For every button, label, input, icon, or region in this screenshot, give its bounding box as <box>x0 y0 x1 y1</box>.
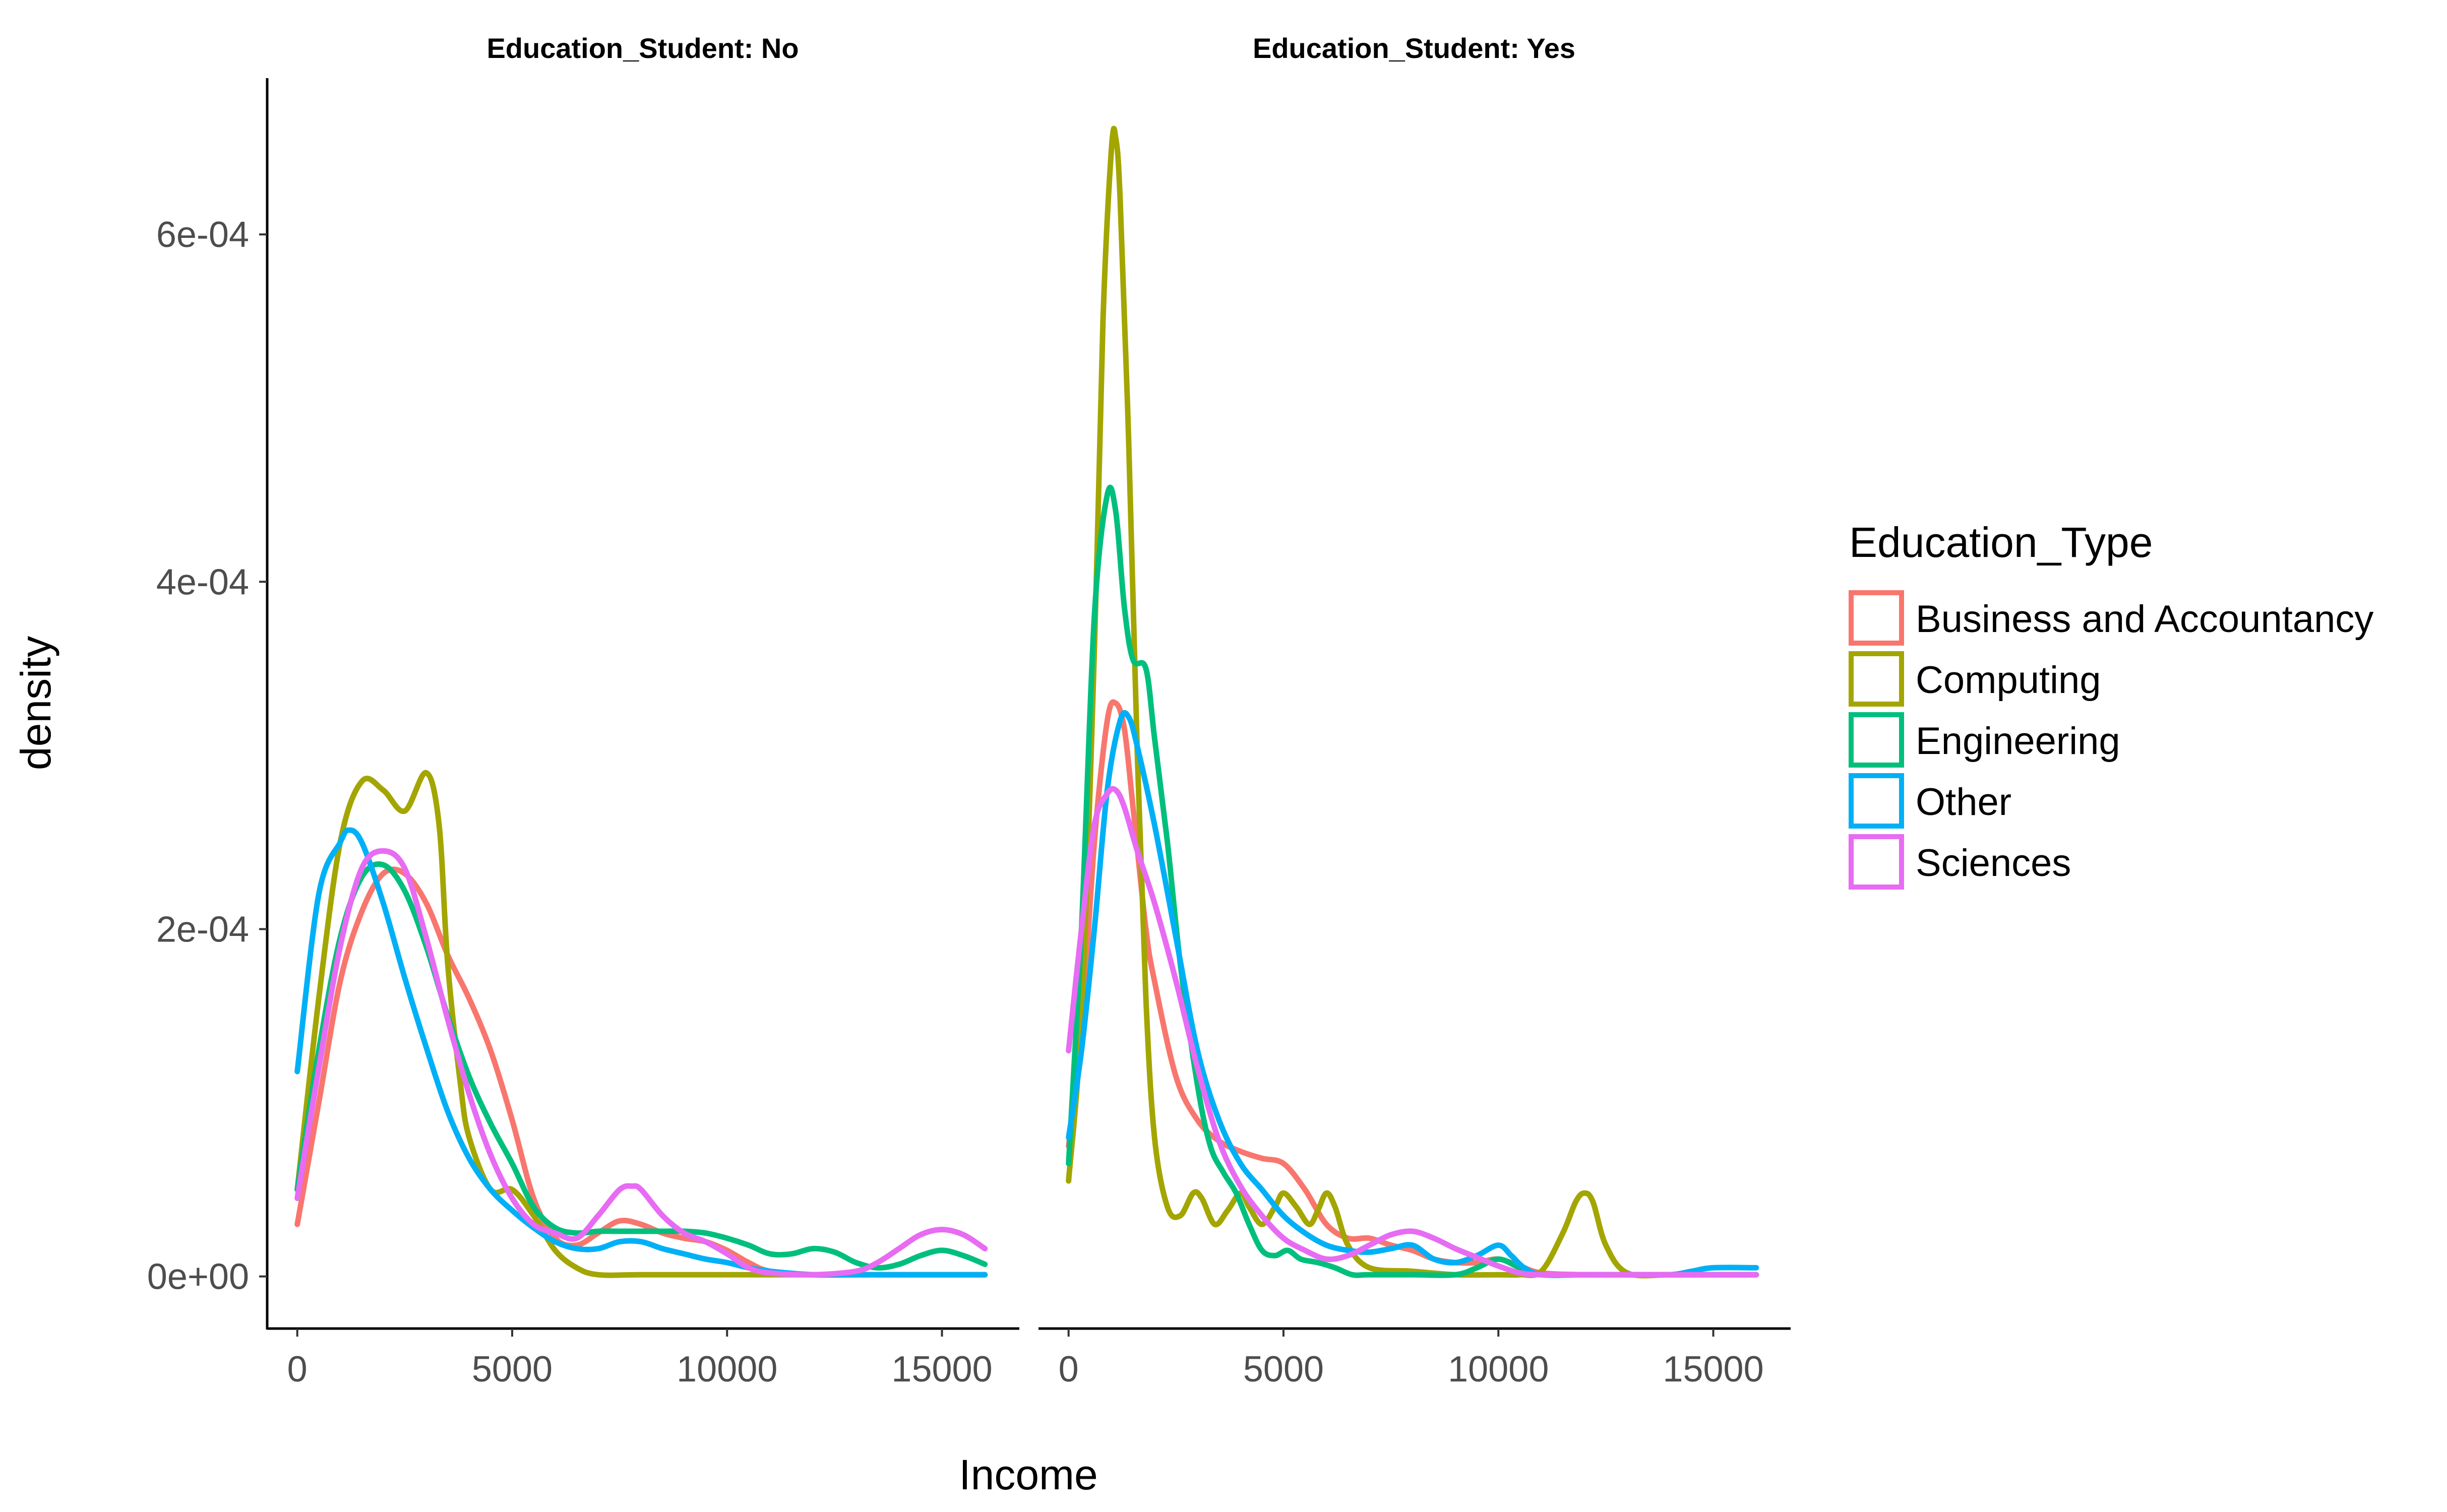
legend-key-computing <box>1851 654 1902 704</box>
legend-label-business-and-accountancy: Business and Accountancy <box>1916 598 2373 641</box>
y-tick-label: 4e-04 <box>156 562 249 602</box>
density-line-engineering <box>297 864 985 1268</box>
y-axis-title: density <box>12 636 59 770</box>
density-line-computing <box>1069 129 1756 1276</box>
density-line-computing <box>297 773 985 1275</box>
density-line-engineering <box>1069 487 1756 1275</box>
x-tick-label: 5000 <box>472 1349 553 1390</box>
legend-title: Education_Type <box>1849 519 2153 566</box>
legend-label-sciences: Sciences <box>1916 842 2071 885</box>
density-line-business-and-accountancy <box>297 869 985 1275</box>
panel-title-student-no: Education_Student: No <box>486 32 799 64</box>
legend-label-computing: Computing <box>1916 659 2101 702</box>
legend-label-other: Other <box>1916 781 2011 824</box>
x-tick-label: 10000 <box>677 1349 777 1390</box>
x-tick-label: 0 <box>1059 1349 1079 1390</box>
y-tick-label: 0e+00 <box>147 1257 249 1297</box>
density-line-sciences <box>297 851 985 1275</box>
panel-title-student-yes: Education_Student: Yes <box>1253 32 1575 64</box>
y-tick-label: 2e-04 <box>156 909 249 950</box>
legend-key-other <box>1851 776 1902 826</box>
x-tick-label: 5000 <box>1243 1349 1324 1390</box>
x-tick-label: 15000 <box>1663 1349 1763 1390</box>
x-axis-title: Income <box>959 1451 1097 1498</box>
legend: Education_Type Business and Accountancy C… <box>1849 519 2373 887</box>
legend-label-engineering: Engineering <box>1916 720 2120 763</box>
density-line-other <box>297 830 985 1275</box>
density-line-other <box>1069 713 1756 1275</box>
legend-key-business-and-accountancy <box>1851 593 1902 643</box>
density-line-business-and-accountancy <box>1069 702 1756 1275</box>
panel-0-curves <box>297 773 985 1275</box>
x-tick-label: 15000 <box>891 1349 992 1390</box>
density-curves <box>297 129 1756 1276</box>
x-tick-label: 10000 <box>1448 1349 1549 1390</box>
axis-lines <box>267 78 1791 1330</box>
legend-key-engineering <box>1851 715 1902 765</box>
x-axis-ticks: 0 5000 10000 15000 0 5000 10000 15000 <box>287 1329 1764 1390</box>
panel-1-curves <box>1069 129 1756 1276</box>
legend-key-sciences <box>1851 837 1902 887</box>
y-axis-ticks: 0e+00 2e-04 4e-04 6e-04 <box>147 215 267 1297</box>
x-tick-label: 0 <box>287 1349 308 1390</box>
y-tick-label: 6e-04 <box>156 215 249 255</box>
